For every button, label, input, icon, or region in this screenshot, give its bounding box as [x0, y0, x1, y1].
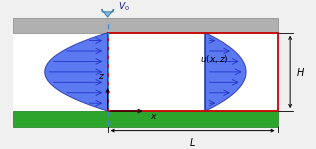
Text: $u(x,z)$: $u(x,z)$ [200, 53, 229, 65]
Polygon shape [45, 33, 108, 111]
Bar [108, 33, 277, 111]
Text: $H$: $H$ [296, 66, 306, 78]
Bar [13, 111, 277, 127]
Polygon shape [97, 4, 118, 17]
Text: $x$: $x$ [150, 112, 158, 121]
Text: $z$: $z$ [98, 72, 105, 81]
Polygon shape [205, 33, 246, 111]
Bar [13, 33, 277, 111]
Text: $V_0$: $V_0$ [118, 0, 130, 13]
Text: $L$: $L$ [189, 136, 196, 148]
Bar [13, 18, 277, 33]
Bar [13, 33, 277, 111]
